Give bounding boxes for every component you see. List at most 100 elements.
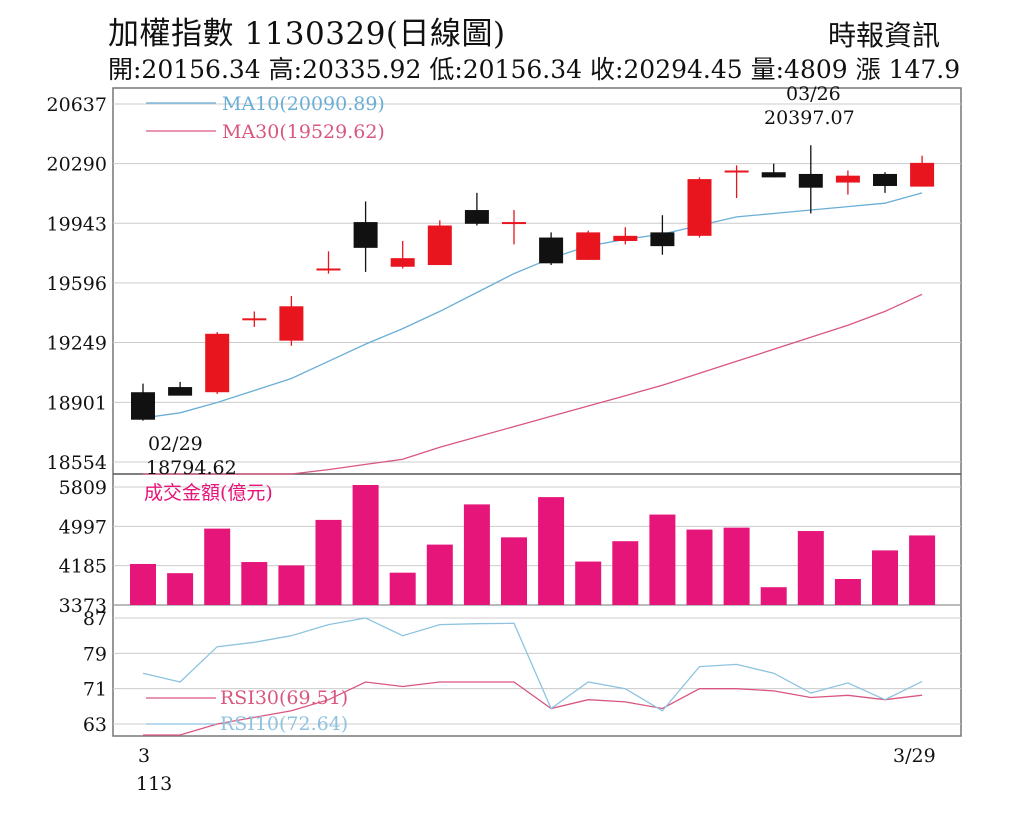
candle-body [873,173,897,186]
ma10-legend-label: MA10(20090.89) [222,93,385,115]
candle-body [427,225,452,266]
candle-body [353,222,378,248]
low-value-annotation: 18794.62 [146,457,237,479]
candle-body [687,179,712,236]
candle-body [724,170,749,173]
candle-body [131,392,155,420]
candle-body [539,237,564,264]
candle [910,155,935,187]
rsi30-legend-label: RSI30(69.51) [220,687,348,709]
candle [242,311,267,327]
rsi-y-tick-label: 63 [83,714,107,736]
candle [390,240,415,269]
candle-body [761,172,786,178]
volume-bar [760,587,787,605]
candle-body [798,173,823,188]
candlesticks [131,145,935,421]
candle-body [650,232,675,247]
volume-bar [167,573,194,605]
candle [761,163,786,178]
volume-bar [204,528,231,605]
price-y-tick-label: 20637 [47,94,107,116]
candle-body [613,235,638,241]
y-tick-labels: 20637 20290 19943 19596 19249 18901 18554 5809 4… [47,94,107,736]
price-y-tick-label: 20290 [47,154,107,176]
candle [427,220,452,266]
volume-bar [872,550,898,605]
volume-y-tick-label: 4997 [59,516,107,538]
candle [576,230,601,260]
chart-title: 加權指數 1130329(日線圖) [108,16,506,52]
volume-bar [909,535,936,605]
candle-body [279,306,304,341]
candle [502,210,526,245]
volume-bar [426,544,453,605]
volume-bar [538,497,565,605]
candle-body [168,387,193,396]
volume-bar [797,531,824,605]
candle [539,232,564,266]
volume-bar [241,562,268,605]
volume-bar [501,537,527,605]
rsi-lines [142,617,923,736]
candle [650,215,675,255]
candle-body [316,268,341,271]
grid-lines [113,103,961,725]
chart-frame [112,87,962,737]
volume-bar [723,527,750,605]
ma30-legend-label: MA30(19529.62) [222,121,385,143]
candle [279,295,304,346]
candle [464,192,489,226]
volume-panel-label: 成交金額(億元) [144,482,273,504]
rsi10-legend-label: RSI10(72.64) [220,713,348,735]
candle [131,383,155,421]
volume-y-tick-label: 3373 [59,595,107,617]
price-y-tick-label: 19596 [47,273,107,295]
ma30-line [143,293,923,475]
candle [205,332,230,394]
price-y-tick-label: 18901 [47,392,107,414]
volume-bars [130,485,936,605]
candle [353,201,378,272]
volume-bar [278,565,305,605]
price-y-tick-label: 18554 [47,452,107,474]
candle-body [576,232,601,260]
candle-body [242,318,267,321]
x-start-year-label: 113 [136,773,172,795]
candle-body [464,210,489,224]
candle [613,227,638,245]
rsi-y-tick-label: 71 [83,679,107,701]
candle [873,172,897,193]
moving-average-lines [142,192,923,475]
candle [687,177,712,238]
candle [316,251,341,274]
volume-y-tick-label: 4185 [59,556,107,578]
rsi10-line [142,617,923,712]
volume-y-tick-label: 5809 [59,477,107,499]
volume-bar [612,541,639,605]
candle [798,145,823,214]
ohlc-summary: 開:20156.34 高:20335.92 低:20156.34 收:20294… [108,55,961,84]
candle [168,381,193,396]
x-end-label: 3/29 [893,745,936,767]
rsi30-line [143,681,923,736]
volume-bar [649,514,676,605]
price-y-tick-label: 19249 [47,333,107,355]
volume-bar [686,529,713,605]
source-label: 時報資訊 [828,19,941,52]
rsi-y-tick-label: 87 [83,608,107,630]
low-date-annotation: 02/29 [148,433,203,455]
candle-body [502,222,526,225]
candle-body [205,333,230,393]
x-start-label: 3 [138,745,150,767]
volume-bar [389,572,416,605]
candle-body [835,175,860,183]
price-y-tick-label: 19943 [47,213,107,235]
high-value-annotation: 20397.07 [764,107,855,129]
volume-bar [130,563,156,605]
rsi-y-tick-label: 79 [83,643,107,665]
candle [835,170,860,195]
volume-bar [834,578,861,605]
ma10-line [142,192,923,419]
